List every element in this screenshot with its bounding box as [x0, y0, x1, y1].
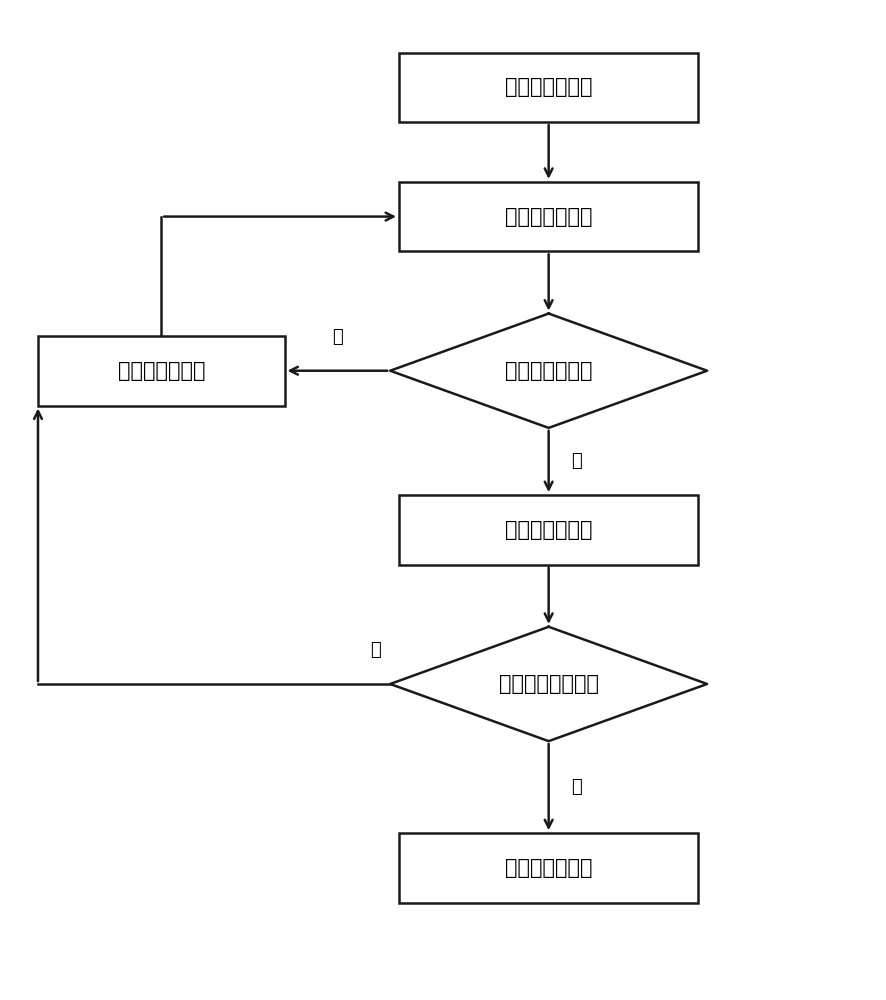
Text: 邻近处为骨性组织: 邻近处为骨性组织 [499, 674, 599, 694]
Text: 否: 否 [370, 641, 381, 659]
Polygon shape [390, 314, 707, 428]
Text: 否: 否 [332, 328, 343, 346]
FancyBboxPatch shape [399, 52, 698, 122]
Text: 是: 是 [571, 452, 581, 470]
Text: 胸导联接触胸壁: 胸导联接触胸壁 [505, 77, 593, 97]
Text: 调整胸导联位置: 调整胸导联位置 [118, 361, 205, 381]
Text: 胸导联横向加压: 胸导联横向加压 [505, 520, 593, 540]
FancyBboxPatch shape [38, 336, 284, 406]
FancyBboxPatch shape [399, 833, 698, 903]
Text: 确认胸导联位置: 确认胸导联位置 [505, 858, 593, 878]
Text: 胸壁处为软组织: 胸壁处为软组织 [505, 361, 593, 381]
Text: 是: 是 [571, 778, 581, 796]
FancyBboxPatch shape [399, 495, 698, 565]
Text: 胸导联纵向加压: 胸导联纵向加压 [505, 207, 593, 227]
FancyBboxPatch shape [399, 182, 698, 251]
Polygon shape [390, 627, 707, 741]
